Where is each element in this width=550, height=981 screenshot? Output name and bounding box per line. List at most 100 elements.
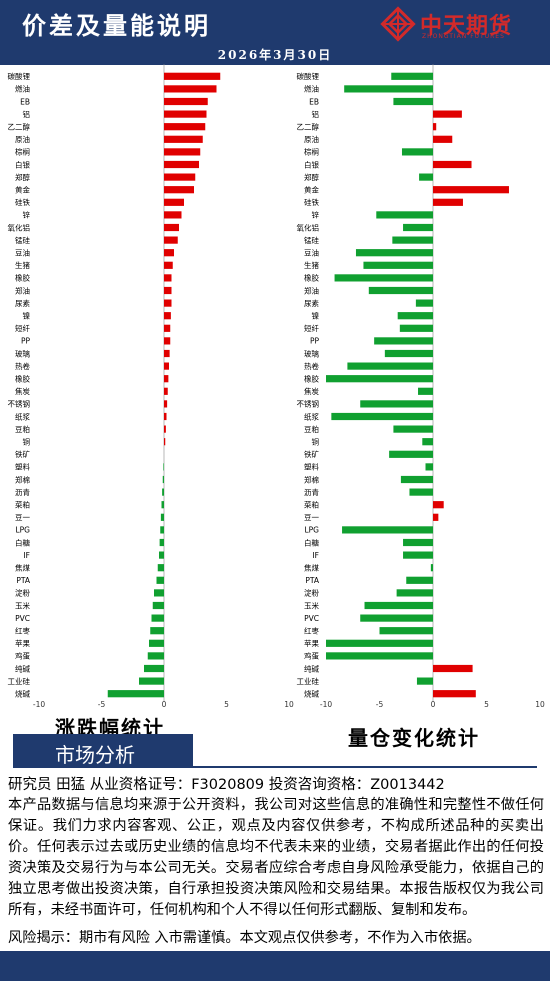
- bar: [150, 627, 164, 635]
- category-label: 生猪: [15, 260, 30, 270]
- category-label: 白糖: [304, 537, 319, 547]
- category-label: 尿素: [304, 298, 319, 308]
- bar: [433, 135, 453, 143]
- category-label: 乙二醇: [8, 122, 31, 132]
- bar: [389, 450, 433, 458]
- bar: [419, 173, 433, 181]
- bar: [164, 223, 179, 232]
- logo-text-en: ZHONGTIAN FUTURES: [422, 33, 505, 40]
- bar: [164, 375, 169, 383]
- section-divider: [13, 766, 537, 768]
- bar: [403, 538, 433, 547]
- bar: [164, 160, 199, 169]
- category-label: 沥青: [304, 487, 319, 497]
- category-label: EB: [20, 97, 30, 106]
- category-label: 焦炭: [304, 386, 319, 396]
- category-label: 玉米: [304, 600, 319, 610]
- bar: [430, 564, 433, 572]
- bar: [342, 526, 433, 534]
- category-label: 豆粕: [304, 424, 319, 434]
- category-label: 玻璃: [304, 348, 319, 358]
- bar: [396, 589, 433, 597]
- bar: [331, 412, 433, 421]
- category-label: 菜粕: [304, 500, 319, 510]
- bar: [164, 438, 166, 446]
- bar: [344, 85, 433, 93]
- category-label: 郑油: [15, 285, 30, 295]
- x-tick-label: -5: [376, 700, 384, 709]
- category-label: 塑料: [304, 462, 319, 472]
- bar: [326, 652, 433, 660]
- category-label: 红枣: [304, 626, 319, 636]
- category-label: IF: [312, 551, 319, 560]
- bar: [164, 148, 201, 156]
- category-label: 红枣: [15, 626, 30, 636]
- category-label: 铁矿: [304, 449, 319, 459]
- category-label: 塑料: [15, 462, 30, 472]
- volume-oi-chart: 碳酸锂燃油EB铝乙二醇原油棕榈白银郑醇黄金硅铁锌氧化铝锰硅豆油生猪橡胶郑油尿素镍…: [297, 64, 545, 709]
- bar: [164, 286, 172, 295]
- bar: [154, 589, 164, 597]
- x-tick-label: -10: [320, 700, 332, 709]
- bar: [139, 677, 164, 685]
- bar: [415, 299, 433, 307]
- category-label: 豆粕: [15, 424, 30, 434]
- bar: [433, 501, 444, 509]
- category-label: 橡胶: [15, 374, 30, 384]
- bar: [164, 173, 196, 181]
- bar: [156, 576, 164, 584]
- bar: [401, 148, 433, 156]
- company-logo: 中天期货 ZHONGTIAN FUTURES: [380, 6, 542, 42]
- disclaimer-text: 本产品数据与信息均来源于公开资料，我公司对这些信息的准确性和完整性不做任何保证。…: [8, 797, 544, 918]
- category-label: 硅铁: [15, 197, 30, 207]
- price-change-chart: 碳酸锂燃油EB铝乙二醇原油棕榈白银郑醇黄金硅铁锌氧化铝锰硅豆油生猪橡胶郑油尿素镍…: [8, 64, 294, 709]
- bar: [147, 652, 164, 660]
- bar: [347, 362, 433, 370]
- category-label: 橡胶: [15, 273, 30, 283]
- bar: [391, 72, 433, 80]
- category-label: 锰硅: [304, 235, 319, 245]
- bar: [159, 551, 164, 559]
- category-label: 鸡蛋: [304, 651, 319, 661]
- category-label: 原油: [304, 134, 319, 144]
- category-label: PVC: [304, 614, 319, 623]
- x-tick-label: 10: [535, 700, 545, 709]
- bar: [164, 236, 178, 244]
- category-label: 棕榈: [15, 147, 30, 157]
- bar: [416, 677, 433, 685]
- bar: [433, 123, 437, 131]
- category-label: 铜: [312, 437, 320, 447]
- bar: [164, 186, 194, 194]
- bar: [164, 110, 207, 118]
- page-title: 价差及量能说明: [22, 11, 211, 40]
- category-label: 焦煤: [15, 563, 30, 573]
- category-label: 氧化铝: [297, 222, 320, 232]
- bar: [334, 274, 433, 282]
- category-label: 纸浆: [304, 411, 319, 421]
- bar: [160, 513, 164, 521]
- bar: [392, 236, 433, 244]
- bar: [376, 211, 433, 219]
- bar: [161, 501, 164, 509]
- bar: [422, 438, 433, 446]
- category-label: 锰硅: [15, 235, 30, 245]
- bar: [164, 274, 172, 282]
- bar: [164, 362, 169, 370]
- category-label: LPG: [15, 526, 30, 535]
- bar: [433, 664, 473, 673]
- header-banner: 价差及量能说明 2026年3月30日 中天期货 ZHONGTIAN FUTURE…: [0, 0, 550, 65]
- category-label: 淀粉: [304, 588, 319, 598]
- bar: [164, 123, 206, 131]
- bar: [363, 261, 433, 269]
- x-tick-label: -5: [98, 700, 106, 709]
- bar: [151, 614, 164, 622]
- bar: [326, 375, 433, 383]
- section-title: 市场分析: [55, 743, 135, 767]
- category-label: 铜: [23, 437, 31, 447]
- category-label: 锌: [312, 210, 320, 220]
- bar: [433, 160, 472, 169]
- bar: [152, 601, 164, 610]
- category-label: LPG: [304, 526, 319, 535]
- category-label: 豆油: [15, 248, 30, 258]
- bar: [364, 601, 433, 610]
